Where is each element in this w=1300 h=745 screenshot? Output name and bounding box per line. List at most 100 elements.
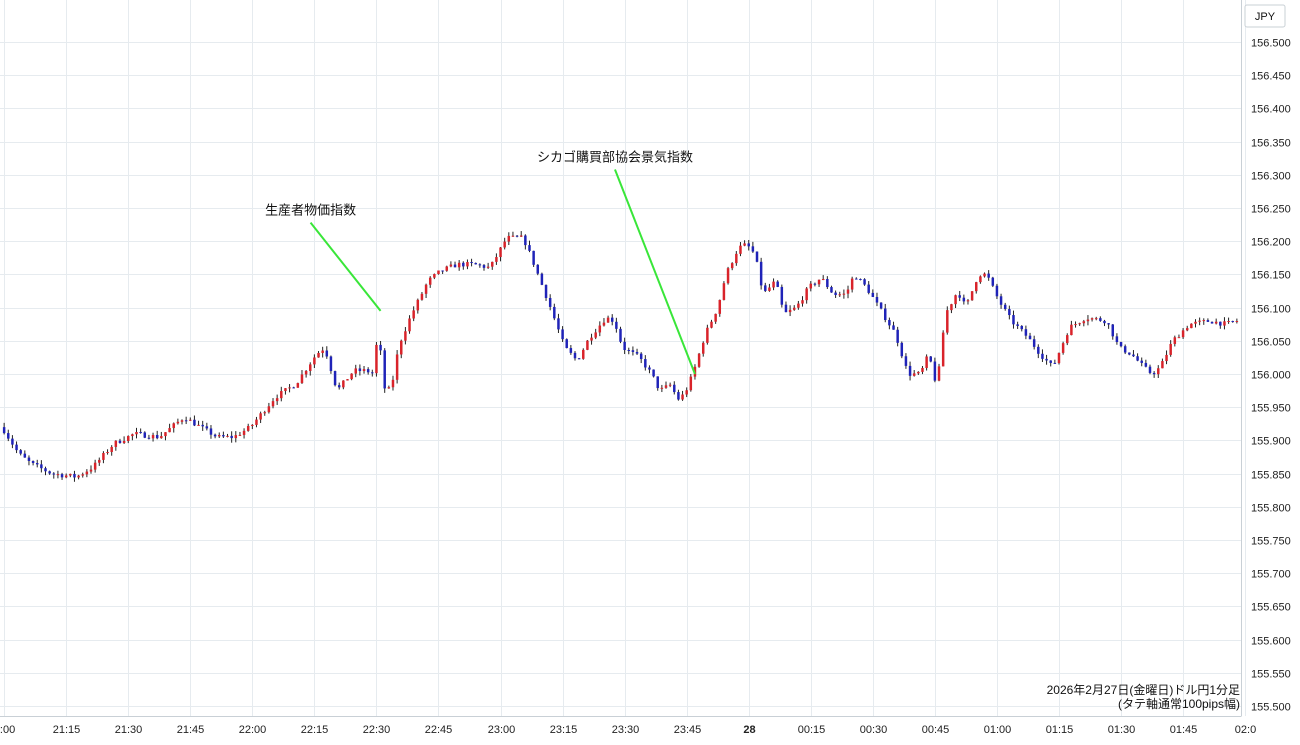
candle-up: [164, 432, 167, 437]
candle-up: [110, 446, 113, 453]
candle-up: [56, 474, 60, 476]
candle-down: [652, 369, 655, 377]
candle-down: [1037, 346, 1040, 354]
candle-up: [354, 368, 357, 374]
currency-badge[interactable]: JPY: [1244, 4, 1286, 28]
candle-up: [801, 300, 804, 304]
candle-up: [251, 424, 254, 426]
candle-up: [259, 413, 262, 420]
candle-up: [433, 274, 436, 278]
candle-down: [213, 434, 217, 437]
candle-down: [826, 278, 829, 288]
candle-down: [205, 426, 209, 429]
candle-up: [917, 371, 920, 374]
candle-up: [416, 299, 420, 311]
candle-down: [515, 235, 519, 237]
candle-down: [1008, 309, 1011, 316]
candle-up: [966, 300, 970, 302]
candle-down: [1003, 304, 1007, 310]
y-tick-label: 155.900: [1251, 436, 1291, 448]
y-tick-label: 156.500: [1251, 38, 1291, 50]
price-axis: 155.500 155.550 155.600 155.650 155.700 155.7…: [1251, 38, 1291, 714]
candle-up: [280, 391, 283, 399]
candle-up: [284, 388, 287, 392]
candle-up: [180, 420, 184, 422]
y-tick-label: 156.250: [1251, 204, 1291, 216]
candle-down: [528, 245, 531, 251]
candle-down: [577, 358, 581, 360]
candle-down: [834, 292, 837, 296]
candle-down: [871, 292, 875, 297]
candle-up: [602, 322, 606, 326]
candle-down: [623, 341, 626, 350]
candle-down: [900, 342, 904, 357]
candle-up: [519, 235, 523, 237]
candle-down: [1115, 336, 1119, 343]
candle-up: [1202, 320, 1206, 322]
candle-down: [1111, 324, 1115, 337]
candle-up: [89, 469, 93, 472]
candle-up: [1181, 330, 1185, 338]
candle-down: [875, 296, 879, 303]
candle-down: [209, 428, 213, 435]
candle-down: [1107, 323, 1110, 325]
candle-down: [524, 235, 527, 246]
annotation-label: 生産者物価指数: [265, 203, 356, 218]
candle-up: [1214, 321, 1218, 324]
candle-up: [391, 379, 395, 388]
candle-up: [126, 436, 130, 441]
candle-up: [362, 369, 366, 372]
candle-down: [366, 369, 370, 373]
candle-up: [590, 337, 593, 341]
candle-up: [176, 421, 180, 424]
candle-down: [482, 265, 486, 268]
candle-down: [35, 463, 39, 465]
candle-down: [31, 461, 35, 464]
candle-down: [859, 278, 862, 280]
candle-down: [784, 304, 788, 313]
x-tick-label: 01:15: [1046, 724, 1074, 736]
candle-down: [453, 264, 457, 268]
x-tick-label: 01:30: [1108, 724, 1136, 736]
candle-up: [404, 331, 407, 341]
candle-down: [462, 262, 465, 267]
candle-up: [1074, 324, 1077, 326]
candle-up: [1169, 343, 1172, 355]
candle-down: [855, 278, 858, 280]
candle-down: [557, 318, 560, 330]
x-tick-label: 23:45: [674, 724, 702, 736]
candle-down: [991, 277, 995, 286]
candle-up: [457, 262, 461, 268]
candle-up: [81, 474, 84, 476]
candle-down: [1103, 320, 1106, 324]
candle-down: [1210, 321, 1214, 324]
candle-down: [561, 329, 564, 340]
candle-down: [639, 353, 643, 360]
candle-down: [904, 356, 908, 366]
chart-grid: [0, 0, 1246, 716]
candle-down: [383, 350, 386, 389]
candle-up: [400, 340, 403, 355]
candle-up: [842, 293, 846, 295]
candle-up: [950, 304, 953, 311]
candle-up: [503, 241, 506, 248]
candle-up: [1061, 343, 1065, 353]
candle-up: [437, 270, 440, 275]
candle-up: [424, 284, 428, 294]
candle-down: [884, 308, 887, 321]
y-tick-label: 156.000: [1251, 370, 1291, 382]
candle-up: [925, 356, 928, 368]
candle-up: [792, 307, 796, 310]
candle-down: [371, 372, 374, 374]
candle-down: [11, 438, 14, 445]
caption-line-2: (タテ軸通常100pips幅): [1118, 696, 1240, 711]
candle-up: [395, 354, 399, 380]
candle-down: [441, 270, 444, 272]
y-tick-label: 156.450: [1251, 71, 1291, 83]
candle-down: [1032, 339, 1036, 347]
y-tick-label: 155.550: [1251, 669, 1291, 681]
candle-up: [350, 373, 353, 380]
candle-down: [540, 273, 544, 285]
x-tick-label: 21:30: [115, 724, 143, 736]
x-tick-label: 22:45: [425, 724, 453, 736]
